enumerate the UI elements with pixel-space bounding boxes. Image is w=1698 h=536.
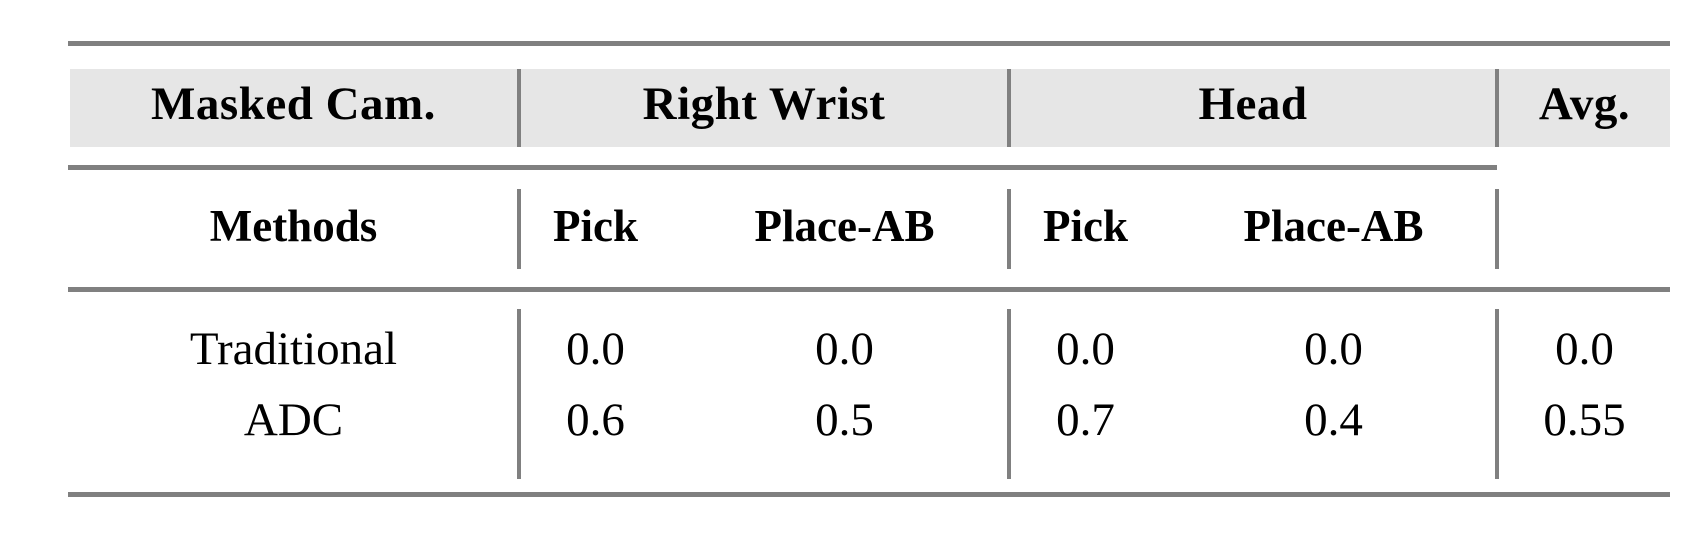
column-divider-3-body xyxy=(1495,309,1499,479)
header-methods: Methods xyxy=(209,201,378,251)
results-table: Masked Cam. Right Wrist Head Avg. Method… xyxy=(68,41,1670,497)
header-avg: Avg. xyxy=(1538,78,1631,130)
column-divider-2-body xyxy=(1007,309,1011,479)
cell-adc-right-wrist-place-ab: 0.5 xyxy=(815,394,874,446)
cell-adc-right-wrist-pick: 0.6 xyxy=(566,394,625,446)
column-divider-3-header2 xyxy=(1495,189,1499,269)
column-divider-1-header2 xyxy=(517,189,521,269)
row-method-traditional: Traditional xyxy=(189,323,398,375)
table-top-rule xyxy=(68,41,1670,46)
row-method-adc: ADC xyxy=(243,394,344,446)
header-head-pick: Pick xyxy=(1043,201,1128,251)
header-right-wrist-place-ab: Place-AB xyxy=(754,201,935,251)
column-divider-2-header2 xyxy=(1007,189,1011,269)
header-right-wrist: Right Wrist xyxy=(642,78,886,130)
column-divider-3-header1 xyxy=(1495,69,1499,147)
header-group-rule xyxy=(68,165,1497,170)
cell-traditional-right-wrist-place-ab: 0.0 xyxy=(815,323,874,375)
cell-adc-head-place-ab: 0.4 xyxy=(1304,394,1363,446)
header-body-rule xyxy=(68,287,1670,292)
cell-adc-avg: 0.55 xyxy=(1543,394,1626,446)
cell-adc-head-pick: 0.7 xyxy=(1056,394,1115,446)
cell-traditional-head-place-ab: 0.0 xyxy=(1304,323,1363,375)
header-masked-cam: Masked Cam. xyxy=(151,78,436,130)
cell-traditional-right-wrist-pick: 0.0 xyxy=(566,323,625,375)
column-divider-1-header1 xyxy=(517,69,521,147)
header-head-place-ab: Place-AB xyxy=(1243,201,1424,251)
header-head: Head xyxy=(1198,78,1308,130)
header-right-wrist-pick: Pick xyxy=(553,201,638,251)
column-divider-2-header1 xyxy=(1007,69,1011,147)
column-divider-1-body xyxy=(517,309,521,479)
table-bottom-rule xyxy=(68,492,1670,497)
cell-traditional-head-pick: 0.0 xyxy=(1056,323,1115,375)
cell-traditional-avg: 0.0 xyxy=(1555,323,1614,375)
header-shading-band xyxy=(70,69,1670,147)
